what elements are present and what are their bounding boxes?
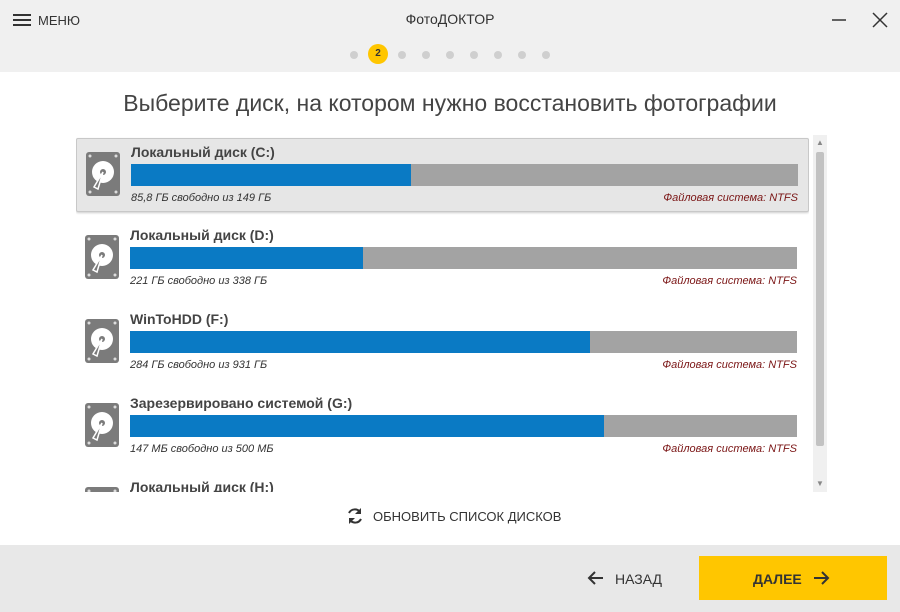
disk-item[interactable]: Зарезервировано системой (G:) 147 МБ своб… (76, 390, 807, 462)
step-dot (398, 51, 406, 59)
refresh-icon[interactable] (346, 506, 364, 526)
disk-free-space: 147 МБ свободно из 500 МБ (130, 443, 274, 455)
next-label: ДАЛЕЕ (753, 571, 802, 587)
step-dot (446, 51, 454, 59)
app-title: ФотоДОКТОР (405, 11, 495, 27)
usage-bar (130, 415, 604, 437)
disk-item[interactable]: Локальный диск (C:) 85,8 ГБ свободно из 1… (76, 138, 809, 212)
disk-filesystem: Файловая система: NTFS (662, 275, 797, 287)
usage-track (131, 164, 798, 186)
disk-filesystem: Файловая система: NTFS (663, 192, 798, 204)
disk-free-space: 85,8 ГБ свободно из 149 ГБ (131, 192, 272, 204)
step-dot (518, 51, 526, 59)
disk-name: WinToHDD (F:) (130, 311, 229, 327)
disk-icon (84, 486, 120, 492)
disk-icon (84, 318, 120, 369)
disk-filesystem: Файловая система: NTFS (662, 443, 797, 455)
usage-bar (130, 331, 591, 353)
next-arrow (814, 571, 830, 585)
usage-bar (130, 247, 364, 269)
disk-icon (84, 402, 120, 453)
disk-name: Зарезервировано системой (G:) (130, 395, 353, 411)
step-dot (542, 51, 550, 59)
menu-icon[interactable] (13, 14, 31, 28)
scrollbar[interactable]: ▲ ▼ (813, 135, 827, 492)
back-arrow[interactable] (586, 570, 604, 586)
step-dot (494, 51, 502, 59)
disk-item[interactable]: Локальный диск (H:) (76, 474, 807, 492)
step-dot (470, 51, 478, 59)
usage-track (130, 247, 797, 269)
scroll-up[interactable]: ▲ (816, 138, 824, 147)
scroll-down[interactable]: ▼ (816, 479, 824, 488)
disk-icon (85, 151, 121, 202)
usage-track (130, 331, 797, 353)
heading: Выберите диск, на котором нужно восстано… (123, 90, 777, 116)
refresh-button[interactable]: ОБНОВИТЬ СПИСОК ДИСКОВ (373, 509, 562, 524)
disk-name: Локальный диск (D:) (130, 227, 274, 243)
usage-bar (131, 164, 412, 186)
disk-list: Локальный диск (C:) 85,8 ГБ свободно из 1… (76, 135, 809, 492)
disk-item[interactable]: WinToHDD (F:) 284 ГБ свободно из 931 ГБ Фа… (76, 306, 807, 378)
disk-icon (84, 234, 120, 285)
header (0, 0, 900, 72)
step-current: 2 (368, 44, 388, 64)
disk-name: Локальный диск (H:) (130, 479, 274, 492)
disk-free-space: 221 ГБ свободно из 338 ГБ (130, 275, 268, 287)
disk-name: Локальный диск (C:) (131, 144, 275, 160)
disk-filesystem: Файловая система: NTFS (662, 359, 797, 371)
next-button[interactable]: ДАЛЕЕ (699, 556, 887, 600)
menu-button[interactable]: МЕНЮ (38, 13, 81, 28)
step-dot (350, 51, 358, 59)
scroll-thumb[interactable] (816, 152, 824, 446)
step-dot (422, 51, 430, 59)
window-controls[interactable] (832, 12, 888, 28)
disk-item[interactable]: Локальный диск (D:) 221 ГБ свободно из 33… (76, 222, 807, 294)
disk-free-space: 284 ГБ свободно из 931 ГБ (130, 359, 268, 371)
usage-track (130, 415, 797, 437)
back-button[interactable]: НАЗАД (615, 571, 663, 587)
